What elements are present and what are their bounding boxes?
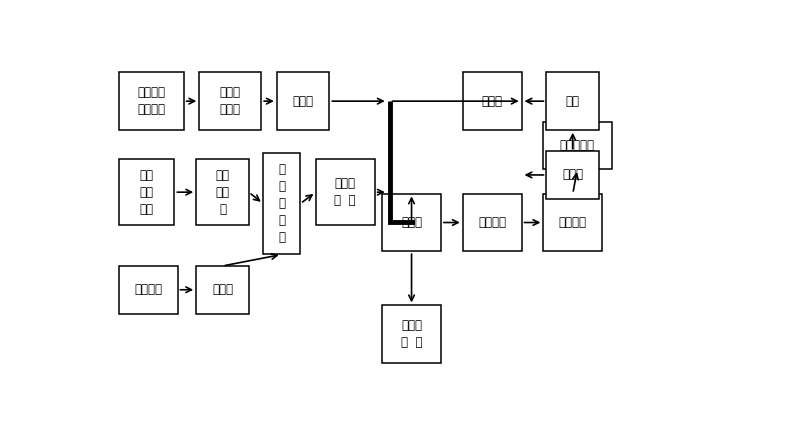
Text: 三
通
进
样
阀: 三 通 进 样 阀: [278, 163, 285, 244]
Bar: [118, 72, 184, 130]
Text: 高压
输液
泵: 高压 输液 泵: [215, 169, 230, 216]
Bar: [546, 72, 599, 130]
Bar: [199, 72, 261, 130]
Text: 水样: 水样: [566, 95, 580, 108]
Text: 离子色
谱  柱: 离子色 谱 柱: [334, 177, 356, 207]
Bar: [382, 194, 441, 251]
Bar: [543, 122, 611, 169]
Bar: [462, 194, 522, 251]
Text: 臭氧溶
液平衡: 臭氧溶 液平衡: [220, 86, 241, 116]
Text: 电解式臭
氧发生器: 电解式臭 氧发生器: [137, 86, 165, 116]
Bar: [263, 153, 300, 254]
Text: 显示、存储: 显示、存储: [560, 139, 595, 152]
Bar: [382, 305, 441, 363]
Text: 空白溶: 空白溶: [562, 168, 583, 181]
Text: 蠕动泵: 蠕动泵: [482, 95, 502, 108]
Bar: [196, 159, 249, 225]
Bar: [118, 266, 178, 314]
Text: 数据处理: 数据处理: [558, 216, 586, 229]
Text: 检测室: 检测室: [401, 216, 422, 229]
Bar: [277, 72, 330, 130]
Bar: [546, 151, 599, 199]
Bar: [316, 159, 374, 225]
Text: 废液收
集  器: 废液收 集 器: [401, 319, 422, 349]
Bar: [196, 266, 249, 314]
Bar: [462, 72, 522, 130]
Text: 蠕动泵: 蠕动泵: [212, 283, 233, 296]
Bar: [543, 194, 602, 251]
Text: 光电探测: 光电探测: [478, 216, 506, 229]
Text: 蠕动泵: 蠕动泵: [293, 95, 314, 108]
Text: 流动
相贮
液器: 流动 相贮 液器: [139, 169, 154, 216]
Text: 样品溶液: 样品溶液: [134, 283, 162, 296]
Bar: [118, 159, 174, 225]
